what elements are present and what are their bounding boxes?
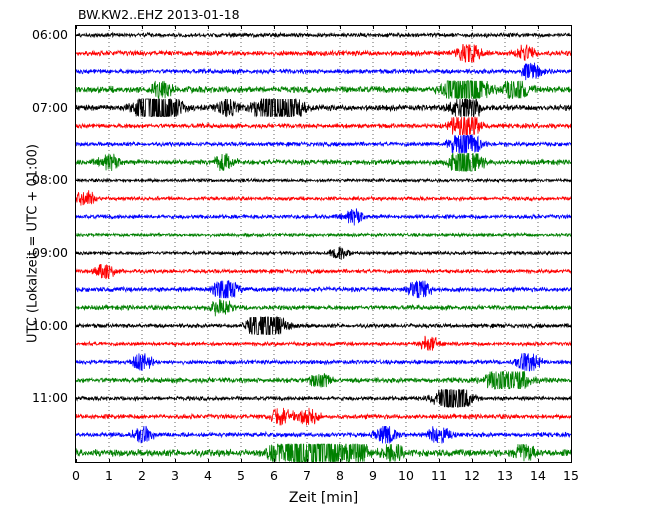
x-tick-label: 4 [204, 468, 212, 483]
x-tick-label: 9 [369, 468, 377, 483]
x-tick-label: 12 [464, 468, 480, 483]
x-tick-label: 1 [105, 468, 113, 483]
y-tick-mark [75, 398, 79, 399]
x-tick-mark-top [439, 25, 440, 29]
x-tick-label: 2 [138, 468, 146, 483]
x-tick-mark [472, 459, 473, 463]
trace-line [76, 62, 571, 81]
trace-canvas [76, 31, 571, 462]
y-tick-mark [75, 326, 79, 327]
trace-line [76, 407, 571, 426]
x-tick-mark-top [175, 25, 176, 29]
x-tick-mark [373, 459, 374, 463]
x-tick-mark [175, 459, 176, 463]
trace-line [76, 280, 571, 299]
x-tick-mark [340, 459, 341, 463]
y-tick-mark-right [568, 398, 572, 399]
x-tick-label: 6 [270, 468, 278, 483]
x-tick-mark [505, 459, 506, 463]
trace-line [76, 370, 571, 390]
trace-line [76, 98, 571, 118]
trace-line [76, 134, 571, 154]
trace-line [76, 425, 571, 444]
x-tick-mark [406, 459, 407, 463]
x-tick-label: 5 [237, 468, 245, 483]
trace-line [76, 335, 571, 351]
y-tick-mark [75, 253, 79, 254]
x-tick-mark [208, 459, 209, 463]
x-tick-mark [142, 459, 143, 463]
trace-line [76, 352, 571, 372]
page-title: BW.KW2..EHZ 2013-01-18 [78, 7, 240, 22]
x-tick-mark-top [109, 25, 110, 29]
trace-line [76, 44, 571, 63]
x-tick-mark-top [406, 25, 407, 29]
x-tick-mark [274, 459, 275, 463]
x-tick-mark-top [505, 25, 506, 29]
trace-line [76, 443, 571, 462]
x-tick-mark [571, 459, 572, 463]
trace-line [76, 80, 571, 99]
x-tick-mark [109, 459, 110, 463]
x-tick-label: 10 [398, 468, 414, 483]
y-tick-mark-right [568, 253, 572, 254]
trace-line [76, 264, 571, 280]
x-tick-mark-top [208, 25, 209, 29]
x-tick-label: 15 [563, 468, 579, 483]
x-tick-mark [307, 459, 308, 463]
x-tick-label: 13 [497, 468, 513, 483]
y-tick-label: 10:00 [31, 317, 68, 333]
x-tick-mark-top [274, 25, 275, 29]
trace-line [76, 177, 571, 184]
x-tick-mark-top [340, 25, 341, 29]
x-tick-mark-top [241, 25, 242, 29]
x-tick-label: 7 [303, 468, 311, 483]
x-tick-mark-top [373, 25, 374, 29]
x-tick-mark [76, 459, 77, 463]
x-tick-mark-top [538, 25, 539, 29]
y-tick-mark-right [568, 326, 572, 327]
x-tick-label: 14 [530, 468, 546, 483]
y-tick-mark-right [568, 35, 572, 36]
x-tick-mark-top [307, 25, 308, 29]
y-tick-label: 09:00 [31, 245, 68, 261]
trace-line [76, 315, 571, 335]
y-tick-label: 08:00 [31, 172, 68, 188]
x-tick-mark-top [571, 25, 572, 29]
y-tick-mark [75, 108, 79, 109]
x-axis-label: Zeit [min] [288, 490, 359, 506]
x-tick-label: 8 [336, 468, 344, 483]
trace-line [76, 208, 571, 226]
plot-area [75, 25, 572, 463]
x-tick-mark [241, 459, 242, 463]
trace-line [76, 116, 571, 136]
trace-line [76, 231, 571, 239]
x-tick-mark-top [472, 25, 473, 29]
trace-line [76, 153, 571, 173]
x-tick-label: 3 [171, 468, 179, 483]
y-tick-mark-right [568, 108, 572, 109]
trace-line [76, 298, 571, 317]
y-tick-label: 07:00 [31, 99, 68, 115]
trace-line [76, 31, 571, 39]
y-tick-mark [75, 35, 79, 36]
x-tick-mark [439, 459, 440, 463]
y-tick-label: 06:00 [31, 27, 68, 43]
trace-line [76, 388, 571, 408]
y-tick-mark [75, 180, 79, 181]
x-tick-label: 11 [431, 468, 447, 483]
x-tick-label: 0 [72, 468, 80, 483]
y-tick-mark-right [568, 180, 572, 181]
trace-line [76, 246, 571, 260]
x-tick-mark-top [76, 25, 77, 29]
trace-line [76, 190, 571, 206]
x-tick-mark-top [142, 25, 143, 29]
y-tick-label: 11:00 [31, 390, 68, 406]
y-axis-label: UTC (Lokalzeit = UTC + 01:00) [25, 144, 41, 343]
x-tick-mark [538, 459, 539, 463]
